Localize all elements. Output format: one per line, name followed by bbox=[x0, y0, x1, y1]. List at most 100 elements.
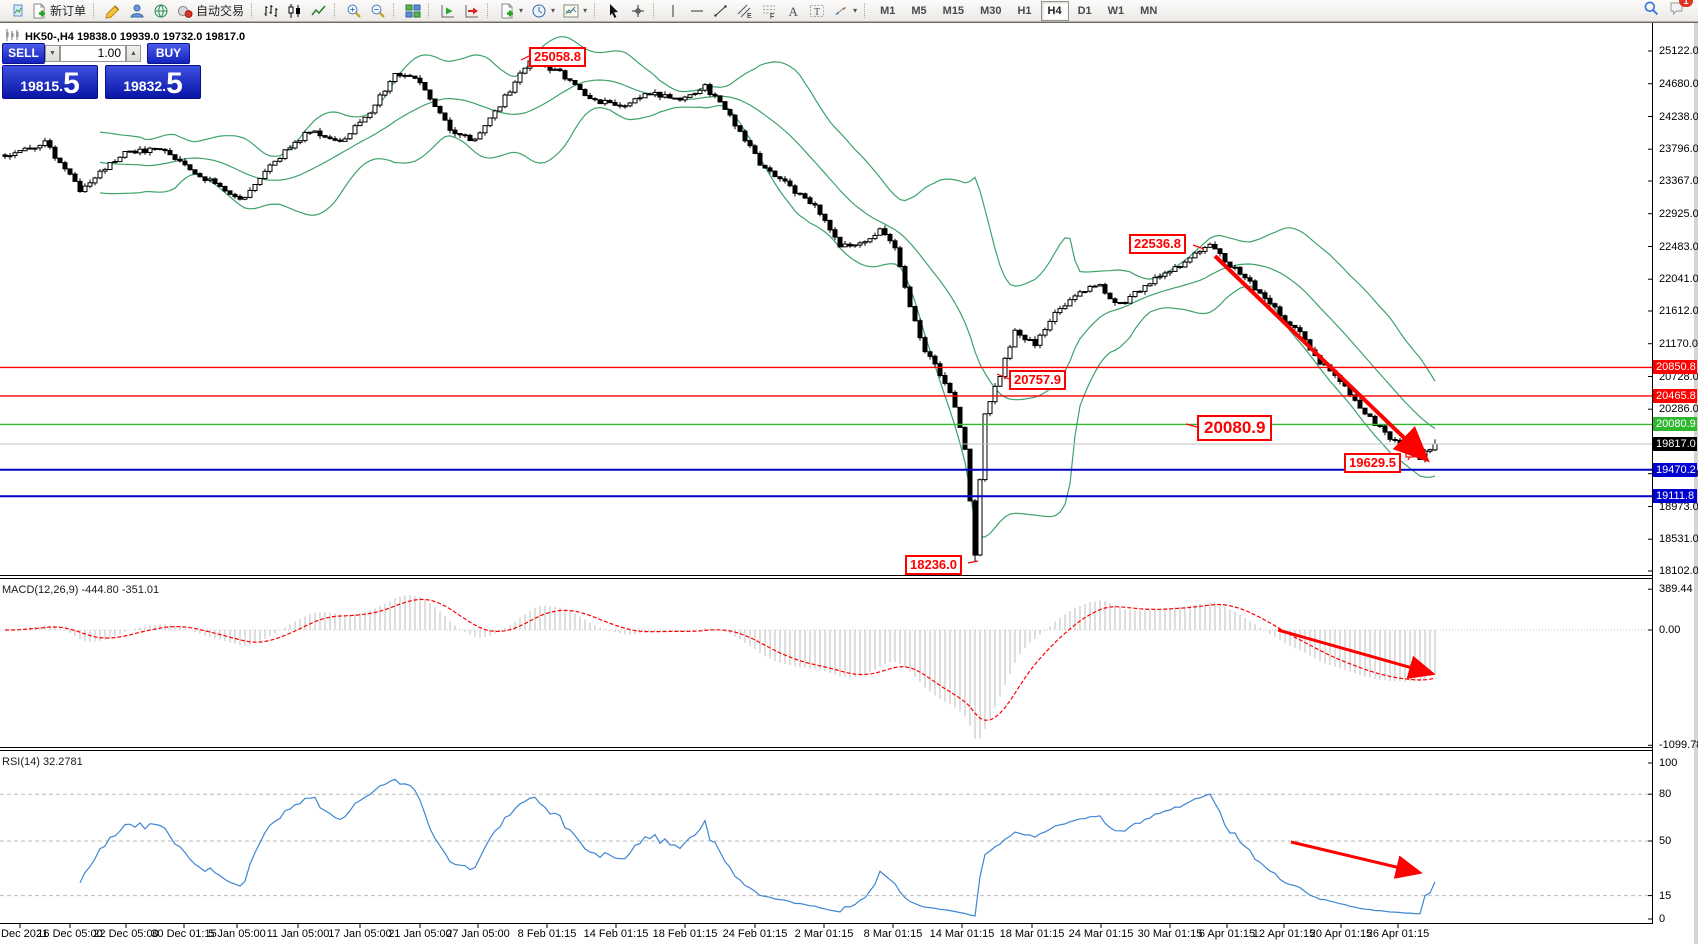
trend-arrow-rsi[interactable] bbox=[1290, 840, 1423, 879]
timeframe-h1[interactable]: H1 bbox=[1017, 4, 1032, 17]
sell-price-big-digit: 5 bbox=[63, 67, 80, 100]
toolbar-separator bbox=[653, 3, 658, 18]
time-axis-label: 2 Mar 01:15 bbox=[794, 928, 854, 940]
window-edge bbox=[1694, 23, 1698, 944]
price-tick-label: 22925.0 bbox=[1659, 207, 1698, 220]
macd-label: MACD(12,26,9) -444.80 -351.01 bbox=[2, 584, 160, 596]
price-tick-label: 18973.0 bbox=[1659, 500, 1698, 513]
notification-badge: 1 bbox=[1679, 0, 1693, 7]
notifications-icon[interactable]: 1 bbox=[1669, 0, 1693, 21]
main-price-pane[interactable] bbox=[0, 36, 1652, 564]
rsi-label: RSI(14) 32.2781 bbox=[2, 756, 83, 768]
price-annotation-20757.9[interactable]: 20757.9 bbox=[1009, 370, 1066, 390]
time-axis-label: 14 Mar 01:15 bbox=[929, 928, 995, 940]
timeframe-m15[interactable]: M15 bbox=[942, 4, 965, 17]
market-watch-icon[interactable] bbox=[101, 0, 125, 22]
zoom-in-icon[interactable] bbox=[342, 0, 366, 22]
timeframe-mn[interactable]: MN bbox=[1140, 4, 1158, 17]
crosshair-tool[interactable] bbox=[626, 0, 650, 22]
chart-edge-icon[interactable] bbox=[3, 0, 27, 22]
price-annotation-25058.8[interactable]: 25058.8 bbox=[529, 47, 586, 67]
anchor-square-marker[interactable] bbox=[1405, 449, 1414, 458]
volume-decrease-stepper[interactable]: ▼ bbox=[45, 44, 60, 62]
rsi-line bbox=[79, 778, 1436, 917]
zoom-out-icon[interactable] bbox=[366, 0, 390, 22]
svg-text:T: T bbox=[814, 7, 820, 18]
price-annotation-20080.9[interactable]: 20080.9 bbox=[1197, 415, 1273, 441]
toolbar-separator bbox=[334, 3, 339, 18]
search-icon[interactable] bbox=[1643, 0, 1659, 21]
time-axis-label: 18 Mar 01:15 bbox=[999, 928, 1065, 940]
vertical-line-tool[interactable] bbox=[661, 0, 685, 22]
arrows-tool[interactable]: ▾ bbox=[829, 0, 861, 22]
fibonacci-tool[interactable]: F bbox=[757, 0, 781, 22]
text-label-tool[interactable]: T bbox=[805, 0, 829, 22]
rsi-tick-label: 15 bbox=[1659, 889, 1672, 902]
timeframe-m1[interactable]: M1 bbox=[880, 4, 896, 17]
volume-input[interactable] bbox=[60, 44, 126, 62]
buy-price-button[interactable]: 19832. 5 bbox=[105, 65, 201, 99]
price-tick-label: 25122.0 bbox=[1659, 45, 1698, 57]
price-tag-20465.8: 20465.8 bbox=[1653, 388, 1697, 403]
new-order-button[interactable]: 新订单 bbox=[27, 0, 90, 22]
buy-price-int: 19832. bbox=[123, 78, 167, 94]
tile-windows-icon[interactable] bbox=[401, 0, 425, 22]
price-tick-label: 21612.0 bbox=[1659, 305, 1698, 317]
timeframe-m30[interactable]: M30 bbox=[980, 4, 1002, 17]
timeframe-w1[interactable]: W1 bbox=[1107, 4, 1125, 17]
toolbar-separator bbox=[594, 3, 599, 18]
volume-increase-stepper[interactable]: ▲ bbox=[126, 44, 141, 62]
rsi-tick-label: 50 bbox=[1659, 835, 1672, 847]
sell-button[interactable]: SELL bbox=[2, 42, 45, 64]
chart-shift-icon[interactable] bbox=[460, 0, 484, 22]
price-annotation-18236.0[interactable]: 18236.0 bbox=[905, 555, 962, 575]
candlestick-chart-icon[interactable] bbox=[283, 0, 307, 22]
timeframe-d1[interactable]: D1 bbox=[1077, 4, 1092, 17]
line-chart-icon[interactable] bbox=[307, 0, 331, 22]
autotrade-button[interactable]: 自动交易 bbox=[173, 0, 248, 22]
equidistant-channel-tool[interactable]: E bbox=[733, 0, 757, 22]
toolbar-separator bbox=[393, 3, 398, 18]
toolbar-separator bbox=[864, 3, 869, 18]
chart-canvas[interactable] bbox=[0, 23, 1698, 944]
macd-tick-label: 0.00 bbox=[1659, 624, 1681, 636]
indicators-button[interactable]: ▾ bbox=[495, 0, 527, 22]
rsi-pane[interactable] bbox=[0, 778, 1652, 917]
horizontal-line-tool[interactable] bbox=[685, 0, 709, 22]
time-axis-label: 30 Mar 01:15 bbox=[1137, 928, 1203, 940]
timeframe-h4[interactable]: H4 bbox=[1040, 0, 1069, 21]
price-annotation-22536.8[interactable]: 22536.8 bbox=[1129, 234, 1186, 254]
symbol-ohlc-text: HK50-,H4 19838.0 19939.0 19732.0 19817.0 bbox=[25, 30, 246, 43]
price-tick-label: 20286.0 bbox=[1659, 403, 1698, 416]
symbol-ohlc-line: HK50-,H4 19838.0 19939.0 19732.0 19817.0 bbox=[4, 27, 245, 46]
time-axis-label: 17 Jan 05:00 bbox=[328, 928, 392, 940]
price-tick-label: 24680.0 bbox=[1659, 77, 1698, 90]
macd-pane[interactable] bbox=[0, 595, 1652, 739]
price-annotation-19629.5[interactable]: 19629.5 bbox=[1344, 453, 1401, 473]
trend-arrow-macd[interactable] bbox=[1277, 628, 1436, 679]
rsi-tick-label: 80 bbox=[1659, 788, 1672, 801]
trend-arrow-main[interactable] bbox=[1213, 254, 1430, 463]
cursor-tool[interactable] bbox=[602, 0, 626, 22]
time-axis-label: 27 Jan 05:00 bbox=[446, 928, 510, 940]
text-tool[interactable]: A bbox=[781, 0, 805, 22]
terminal-icon[interactable] bbox=[149, 0, 173, 22]
templates-button[interactable]: ▾ bbox=[559, 0, 591, 22]
svg-text:A: A bbox=[789, 4, 799, 19]
buy-button[interactable]: BUY bbox=[147, 42, 190, 64]
price-tick-label: 18531.0 bbox=[1659, 533, 1698, 546]
toolbar: 新订单 自动交易 ▾ ▾ ▾ E F A T ▾ M1 M5 M15 M30 H1 H4 D1 W1 MN 1 bbox=[0, 0, 1698, 22]
bar-chart-icon[interactable] bbox=[259, 0, 283, 22]
sell-price-button[interactable]: 19815. 5 bbox=[2, 65, 98, 99]
macd-tick-label: -1099.78 bbox=[1659, 739, 1698, 752]
bollinger-upper-band bbox=[99, 36, 1436, 382]
auto-scroll-icon[interactable] bbox=[436, 0, 460, 22]
time-axis-label: 14 Feb 01:15 bbox=[583, 928, 649, 940]
navigator-icon[interactable] bbox=[125, 0, 149, 22]
timeframe-m5[interactable]: M5 bbox=[911, 4, 927, 17]
time-axis-label: 22 Dec 05:00 bbox=[93, 928, 159, 940]
periods-button[interactable]: ▾ bbox=[527, 0, 559, 22]
trendline-tool[interactable] bbox=[709, 0, 733, 22]
time-axis-label: 16 Dec 05:00 bbox=[37, 928, 103, 940]
